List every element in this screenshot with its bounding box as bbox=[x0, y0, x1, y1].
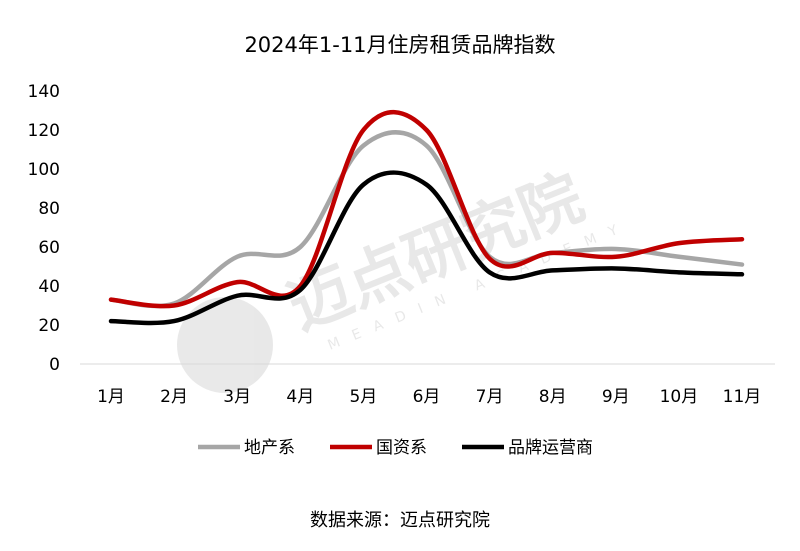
watermark: 迈点研究院 MEADIN ACADEMY bbox=[177, 160, 633, 393]
y-tick-label: 20 bbox=[38, 316, 60, 336]
x-tick-label: 5月 bbox=[349, 387, 377, 407]
y-tick-label: 60 bbox=[38, 238, 60, 258]
x-tick-label: 3月 bbox=[223, 387, 251, 407]
x-tick-label: 1月 bbox=[97, 387, 125, 407]
x-tick-label: 2月 bbox=[160, 387, 188, 407]
x-tick-label: 6月 bbox=[413, 387, 441, 407]
y-tick-label: 0 bbox=[49, 355, 60, 375]
x-tick-label: 7月 bbox=[476, 387, 504, 407]
y-tick-label: 100 bbox=[28, 160, 60, 180]
y-tick-label: 120 bbox=[28, 121, 60, 141]
x-tick-label: 9月 bbox=[602, 387, 630, 407]
x-tick-label: 11月 bbox=[723, 387, 762, 407]
series-line-国资系 bbox=[108, 109, 745, 309]
legend-label: 地产系 bbox=[244, 438, 295, 458]
source-note: 数据来源：迈点研究院 bbox=[310, 510, 490, 531]
legend-label: 品牌运营商 bbox=[508, 438, 593, 458]
legend-label: 国资系 bbox=[376, 438, 427, 458]
legend-item: 国资系 bbox=[330, 438, 427, 458]
legend-item: 地产系 bbox=[198, 438, 295, 458]
chart-title: 2024年1-11月住房租赁品牌指数 bbox=[244, 33, 555, 57]
x-tick-label: 4月 bbox=[286, 387, 314, 407]
series-line-地产系 bbox=[108, 130, 745, 309]
y-tick-label: 40 bbox=[38, 277, 60, 297]
legend-item: 品牌运营商 bbox=[462, 438, 593, 458]
x-tick-label: 8月 bbox=[539, 387, 567, 407]
y-tick-label: 80 bbox=[38, 199, 60, 219]
series-line-品牌运营商 bbox=[108, 170, 745, 326]
y-tick-label: 140 bbox=[28, 82, 60, 102]
x-tick-label: 10月 bbox=[660, 387, 699, 407]
